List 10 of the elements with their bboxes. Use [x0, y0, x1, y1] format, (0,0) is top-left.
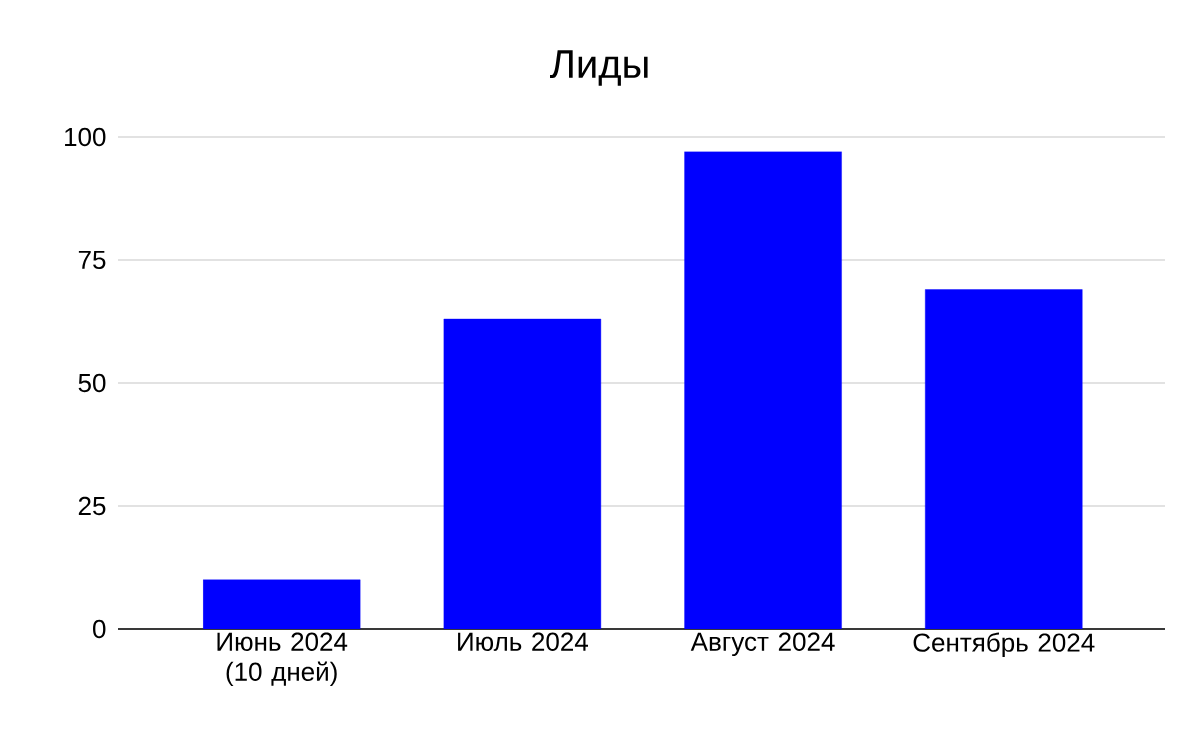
- x-tick-label: Июль 2024: [458, 632, 589, 651]
- x-tick-label: Июнь 2024 (10 дней): [217, 632, 348, 687]
- y-tick-label: 75: [78, 250, 106, 270]
- chart-title: Лиды: [550, 50, 648, 86]
- y-tick-label: 0: [93, 619, 106, 639]
- y-tick-label: 100: [65, 127, 106, 147]
- y-tick-label: 50: [78, 373, 106, 393]
- x-tick-label: Сентябрь 2024: [913, 632, 1095, 657]
- x-tick-label: Август 2024: [690, 632, 835, 657]
- y-tick-label: 25: [78, 496, 106, 516]
